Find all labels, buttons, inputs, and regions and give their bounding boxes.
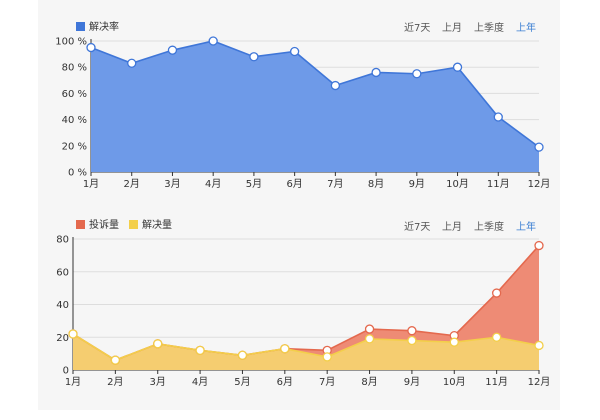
legend-label-complaints[interactable]: 投诉量 bbox=[89, 218, 119, 231]
data-point[interactable] bbox=[452, 62, 463, 72]
data-point[interactable] bbox=[237, 350, 248, 360]
series-area bbox=[73, 245, 539, 370]
x-tick-label: 8月 bbox=[368, 178, 384, 190]
x-tick-label: 9月 bbox=[404, 376, 420, 388]
x-tick-label: 6月 bbox=[286, 178, 302, 190]
resolution-rate-chart: 0 % 20 % 40 % 60 % 80 % 100 % 1月 2月 3月 4月 5月 6月 7月 8月… bbox=[55, 36, 551, 190]
data-point[interactable] bbox=[371, 67, 381, 78]
series-area bbox=[73, 333, 539, 370]
x-tick-label: 7月 bbox=[319, 376, 335, 388]
data-point[interactable] bbox=[534, 142, 544, 152]
period-last-year[interactable]: 上年 bbox=[516, 21, 536, 34]
x-tick-label: 11月 bbox=[485, 376, 508, 388]
legend-swatch-complaints[interactable] bbox=[76, 220, 85, 229]
data-point[interactable] bbox=[491, 288, 502, 298]
x-tick-label: 5月 bbox=[234, 376, 250, 388]
data-point[interactable] bbox=[534, 240, 544, 251]
x-tick-label: 10月 bbox=[446, 178, 469, 190]
data-point[interactable] bbox=[167, 45, 178, 55]
x-tick-label: 6月 bbox=[277, 376, 293, 388]
period-last-7-days[interactable]: 近7天 bbox=[404, 21, 430, 34]
y-tick-label: 80 % bbox=[62, 63, 87, 74]
data-point[interactable] bbox=[208, 36, 218, 46]
y-tick-label: 0 % bbox=[68, 168, 87, 179]
period-last-quarter[interactable]: 上季度 bbox=[474, 21, 504, 34]
y-tick-label: 0 bbox=[63, 366, 69, 377]
x-tick-label: 11月 bbox=[487, 178, 510, 190]
data-point[interactable] bbox=[364, 334, 375, 344]
y-tick-label: 40 bbox=[56, 300, 69, 311]
chart2-header: 投诉量 解决量 近7天 上月 上季度 上年 bbox=[76, 218, 536, 233]
y-tick-label: 100 % bbox=[55, 37, 87, 48]
period-last-month[interactable]: 上月 bbox=[442, 22, 462, 34]
x-tick-label: 7月 bbox=[327, 178, 343, 190]
data-point[interactable] bbox=[110, 355, 121, 365]
data-point[interactable] bbox=[407, 326, 417, 336]
period-last-month[interactable]: 上月 bbox=[442, 221, 462, 233]
x-tick-label: 4月 bbox=[205, 178, 221, 190]
data-point[interactable] bbox=[289, 46, 300, 57]
legend-label-resolved[interactable]: 解决量 bbox=[142, 218, 172, 231]
legend-label-resolution-rate[interactable]: 解决率 bbox=[89, 20, 119, 33]
x-tick-label: 8月 bbox=[361, 376, 377, 388]
y-tick-label: 60 % bbox=[62, 89, 87, 100]
data-point[interactable] bbox=[68, 329, 78, 339]
period-last-quarter[interactable]: 上季度 bbox=[474, 220, 504, 233]
data-point[interactable] bbox=[322, 352, 332, 362]
x-tick-label: 5月 bbox=[246, 178, 262, 190]
x-tick-label: 4月 bbox=[192, 376, 208, 388]
x-tick-label: 3月 bbox=[150, 376, 166, 388]
data-point[interactable] bbox=[412, 69, 422, 79]
period-last-7-days[interactable]: 近7天 bbox=[404, 220, 430, 233]
x-tick-label: 9月 bbox=[409, 178, 425, 190]
period-last-year[interactable]: 上年 bbox=[516, 220, 536, 233]
x-tick-label: 2月 bbox=[107, 376, 123, 388]
data-point[interactable] bbox=[493, 112, 503, 122]
x-tick-label: 2月 bbox=[124, 178, 140, 190]
x-tick-label: 1月 bbox=[65, 376, 81, 388]
data-point[interactable] bbox=[86, 42, 96, 53]
x-tick-label: 12月 bbox=[528, 178, 551, 190]
data-point[interactable] bbox=[407, 335, 417, 346]
y-tick-label: 60 bbox=[56, 267, 69, 278]
data-point[interactable] bbox=[249, 52, 259, 62]
complaints-resolved-chart: 0 20 40 60 80 1月 2月 3月 4月 5月 6月 7月 8月 9月 10月 11月 12月 bbox=[56, 235, 550, 389]
series-line bbox=[72, 333, 540, 362]
data-point[interactable] bbox=[195, 345, 205, 356]
data-point[interactable] bbox=[491, 332, 502, 342]
x-tick-label: 10月 bbox=[443, 376, 466, 388]
data-point[interactable] bbox=[153, 339, 163, 349]
y-tick-label: 20 % bbox=[62, 141, 87, 152]
data-point[interactable] bbox=[449, 337, 459, 347]
chart1-header: 解决率 近7天 上月 上季度 上年 bbox=[76, 20, 536, 34]
data-point[interactable] bbox=[330, 80, 341, 91]
y-tick-label: 40 % bbox=[62, 115, 87, 126]
series-area bbox=[91, 41, 539, 172]
legend-swatch-resolved[interactable] bbox=[129, 220, 138, 229]
y-tick-label: 80 bbox=[56, 235, 69, 246]
x-tick-label: 1月 bbox=[83, 178, 99, 190]
x-tick-label: 12月 bbox=[528, 376, 551, 388]
data-point[interactable] bbox=[280, 344, 290, 354]
data-point[interactable] bbox=[534, 340, 544, 351]
data-point[interactable] bbox=[127, 58, 137, 68]
series-line bbox=[90, 40, 540, 148]
data-point[interactable] bbox=[364, 324, 375, 334]
x-tick-label: 3月 bbox=[164, 178, 180, 190]
y-tick-label: 20 bbox=[56, 333, 69, 344]
legend-swatch-resolution-rate[interactable] bbox=[76, 22, 85, 31]
